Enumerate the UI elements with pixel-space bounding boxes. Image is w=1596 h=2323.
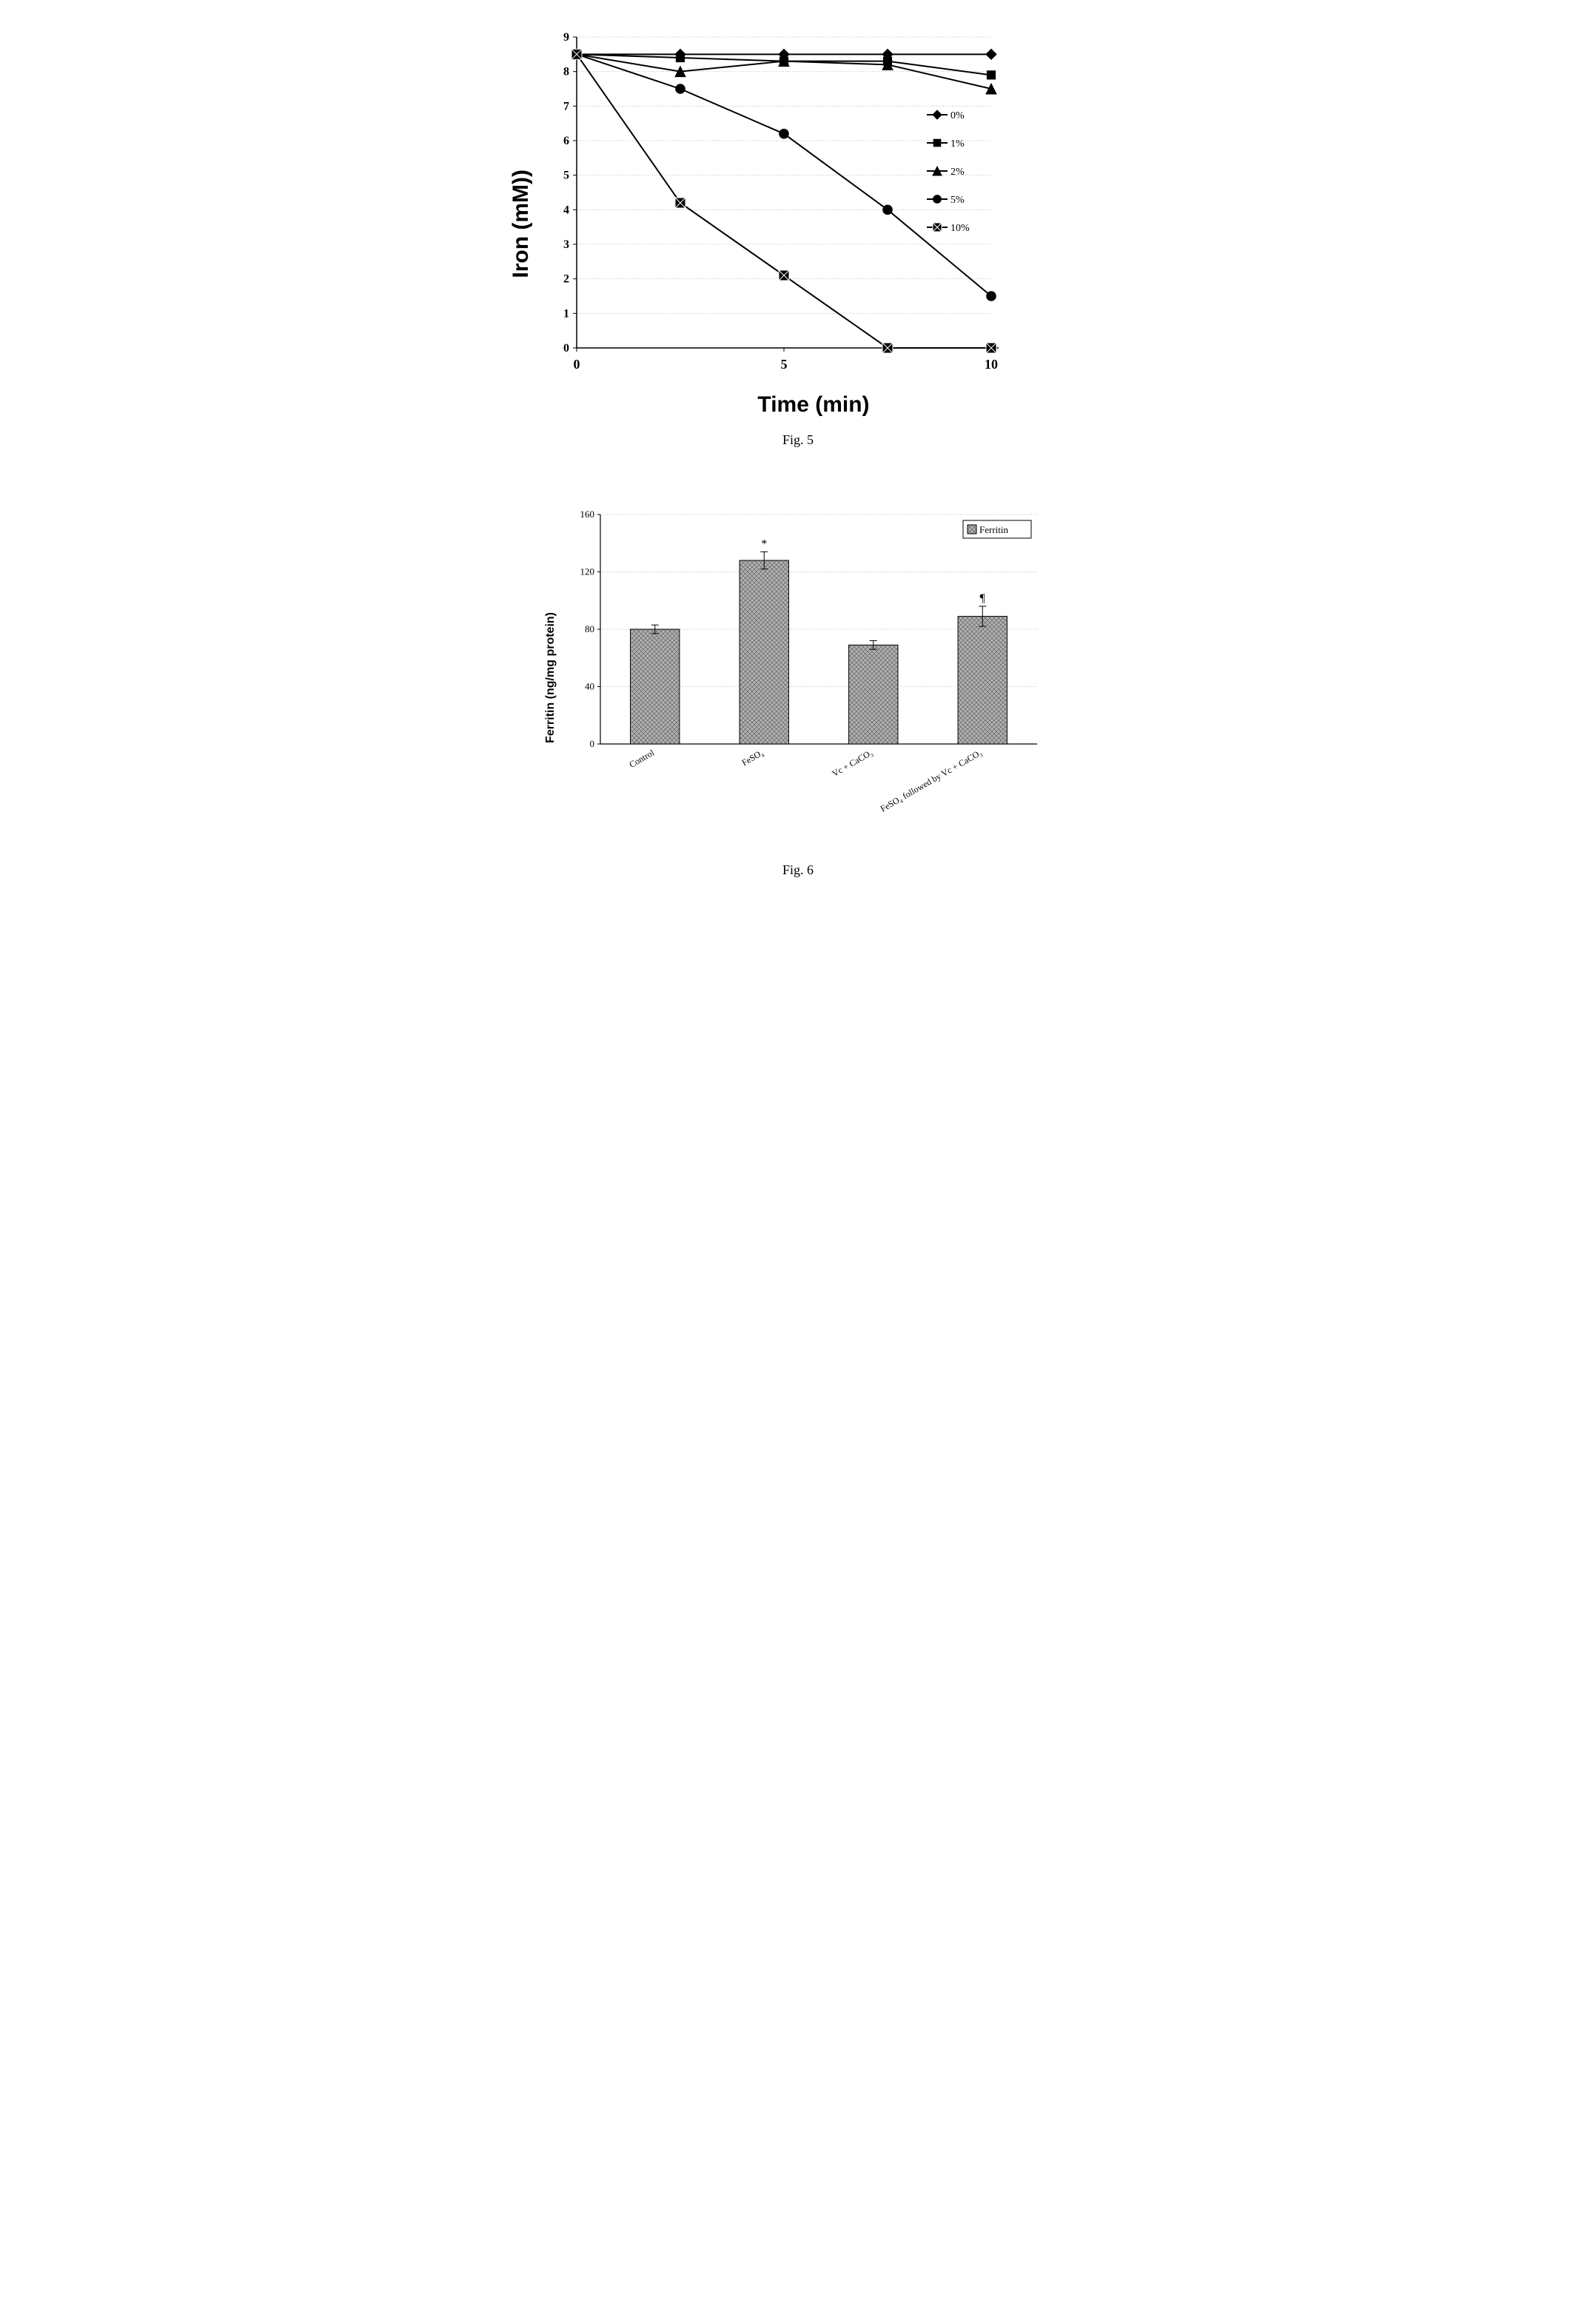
svg-text:5: 5 [563, 170, 569, 182]
figure-6: Ferritin (ng/mg protein) 0 40 80 120 160 Cont… [465, 507, 1131, 878]
svg-text:0: 0 [590, 738, 595, 749]
svg-text:9: 9 [563, 31, 569, 44]
fig6-y-axis-title: Ferritin (ng/mg protein) [544, 612, 557, 743]
fig5-x-axis-title: Time (min) [540, 392, 1087, 418]
svg-text:10%: 10% [950, 223, 970, 234]
figure-5-chart: Iron (mM)) 0 1 2 3 4 5 6 7 8 9 0 5 10 0% 1% 2% 5% 10% Tim… [465, 30, 1131, 418]
svg-text:1%: 1% [950, 138, 965, 150]
svg-text:5%: 5% [950, 195, 965, 206]
figure-6-chart: Ferritin (ng/mg protein) 0 40 80 120 160 Cont… [465, 507, 1131, 848]
svg-text:*: * [761, 537, 767, 550]
svg-text:Vc + CaCO₃: Vc + CaCO₃ [830, 747, 874, 779]
svg-text:40: 40 [585, 681, 594, 692]
fig6-caption: Fig. 6 [465, 862, 1131, 878]
svg-text:FeSO₄ followed by Vc + CaCO₃: FeSO₄ followed by Vc + CaCO₃ [879, 747, 984, 814]
figure-5: Iron (mM)) 0 1 2 3 4 5 6 7 8 9 0 5 10 0% 1% 2% 5% 10% Tim… [465, 30, 1131, 448]
fig5-plot-svg: 0 1 2 3 4 5 6 7 8 9 0 5 10 0% 1% 2% 5% 10% [540, 30, 1087, 385]
svg-text:Control: Control [627, 747, 656, 770]
svg-text:2%: 2% [950, 167, 965, 178]
svg-text:0: 0 [574, 357, 580, 372]
svg-text:FeSO₄: FeSO₄ [740, 747, 765, 768]
svg-text:160: 160 [580, 509, 595, 520]
svg-text:2: 2 [563, 273, 569, 286]
svg-text:Ferritin: Ferritin [979, 524, 1008, 535]
svg-text:8: 8 [563, 66, 569, 78]
svg-text:6: 6 [563, 135, 569, 147]
svg-text:7: 7 [563, 100, 569, 113]
fig5-y-axis-title: Iron (mM)) [509, 170, 534, 278]
svg-text:0%: 0% [950, 110, 965, 121]
svg-text:120: 120 [580, 566, 595, 577]
svg-text:3: 3 [563, 238, 569, 251]
svg-text:10: 10 [985, 357, 998, 372]
svg-text:5: 5 [781, 357, 788, 372]
svg-text:4: 4 [563, 204, 569, 216]
svg-text:0: 0 [563, 342, 569, 355]
fig6-plot-svg: 0 40 80 120 160 Control * FeSO₄ Vc + CaCO₃ ¶ FeSO₄… [563, 507, 1052, 848]
svg-text:80: 80 [585, 623, 594, 634]
svg-text:¶: ¶ [980, 592, 986, 605]
svg-text:1: 1 [563, 307, 569, 320]
fig5-caption: Fig. 5 [465, 432, 1131, 448]
